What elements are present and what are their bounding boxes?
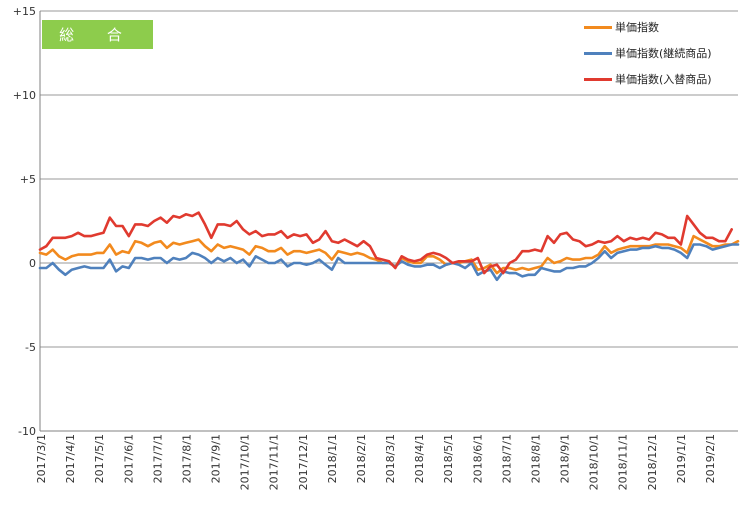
x-tick-label-4: 2017/7/1	[151, 434, 164, 483]
x-tick-label-6: 2017/9/1	[210, 434, 223, 483]
chart-title: 総 合	[59, 26, 136, 44]
series-line-2	[38, 211, 734, 275]
gridlines	[40, 10, 738, 348]
x-tick-label-3: 2017/6/1	[122, 434, 135, 483]
x-tick-label-7: 2017/10/1	[239, 434, 252, 490]
y-tick-label-0: +15	[13, 5, 36, 18]
x-tick-label-21: 2018/12/1	[646, 434, 659, 490]
x-tick-label-19: 2018/10/1	[588, 434, 601, 490]
legend-label-replaced-products: 単価指数(入替商品)	[615, 73, 712, 86]
x-tick-label-11: 2018/2/1	[355, 434, 368, 483]
legend-item-continuing-products: 単価指数(継続商品)	[584, 40, 742, 66]
x-tick-label-16: 2018/7/1	[500, 434, 513, 483]
x-tick-label-15: 2018/6/1	[471, 434, 484, 483]
x-tick-label-8: 2017/11/1	[268, 434, 281, 490]
x-tick-label-14: 2018/5/1	[442, 434, 455, 483]
y-tick-label-5: -10	[18, 425, 36, 438]
x-tick-label-20: 2018/11/1	[617, 434, 630, 490]
legend-swatch-replaced-products	[584, 77, 612, 81]
x-tick-label-18: 2018/9/1	[559, 434, 572, 483]
x-tick-label-1: 2017/4/1	[64, 434, 77, 483]
series-lines	[38, 211, 740, 282]
legend-swatch-unit-price-index	[584, 25, 612, 29]
x-tick-label-9: 2017/12/1	[297, 434, 310, 490]
y-axis-ticks: +15 +10 +5 0 -5 -10	[13, 5, 36, 438]
x-tick-label-17: 2018/8/1	[529, 434, 542, 483]
legend: 単価指数 単価指数(継続商品) 単価指数(入替商品)	[584, 14, 742, 92]
legend-swatch-continuing-products	[584, 51, 612, 55]
axes	[39, 11, 738, 432]
x-tick-label-2: 2017/5/1	[93, 434, 106, 483]
x-tick-label-12: 2018/3/1	[384, 434, 397, 483]
legend-item-replaced-products: 単価指数(入替商品)	[584, 66, 742, 92]
series-line-0	[38, 234, 740, 275]
x-tick-label-23: 2019/2/1	[704, 434, 717, 483]
legend-label-continuing-products: 単価指数(継続商品)	[615, 47, 712, 60]
x-tick-label-10: 2018/1/1	[326, 434, 339, 483]
x-tick-label-22: 2019/1/1	[675, 434, 688, 483]
x-axis-ticks: 2017/3/1 2017/4/1 2017/5/1 2017/6/1 2017/7/1…	[35, 434, 717, 490]
x-tick-label-13: 2018/4/1	[413, 434, 426, 483]
x-tick-label-5: 2017/8/1	[180, 434, 193, 483]
y-tick-label-3: 0	[29, 257, 36, 270]
y-tick-label-4: -5	[25, 341, 36, 354]
y-tick-label-2: +5	[20, 173, 36, 186]
legend-label-unit-price-index: 単価指数	[615, 21, 659, 34]
legend-item-unit-price-index: 単価指数	[584, 14, 742, 40]
chart-title-badge: 総 合	[42, 20, 153, 49]
y-tick-label-1: +10	[13, 89, 36, 102]
x-tick-label-0: 2017/3/1	[35, 434, 48, 483]
